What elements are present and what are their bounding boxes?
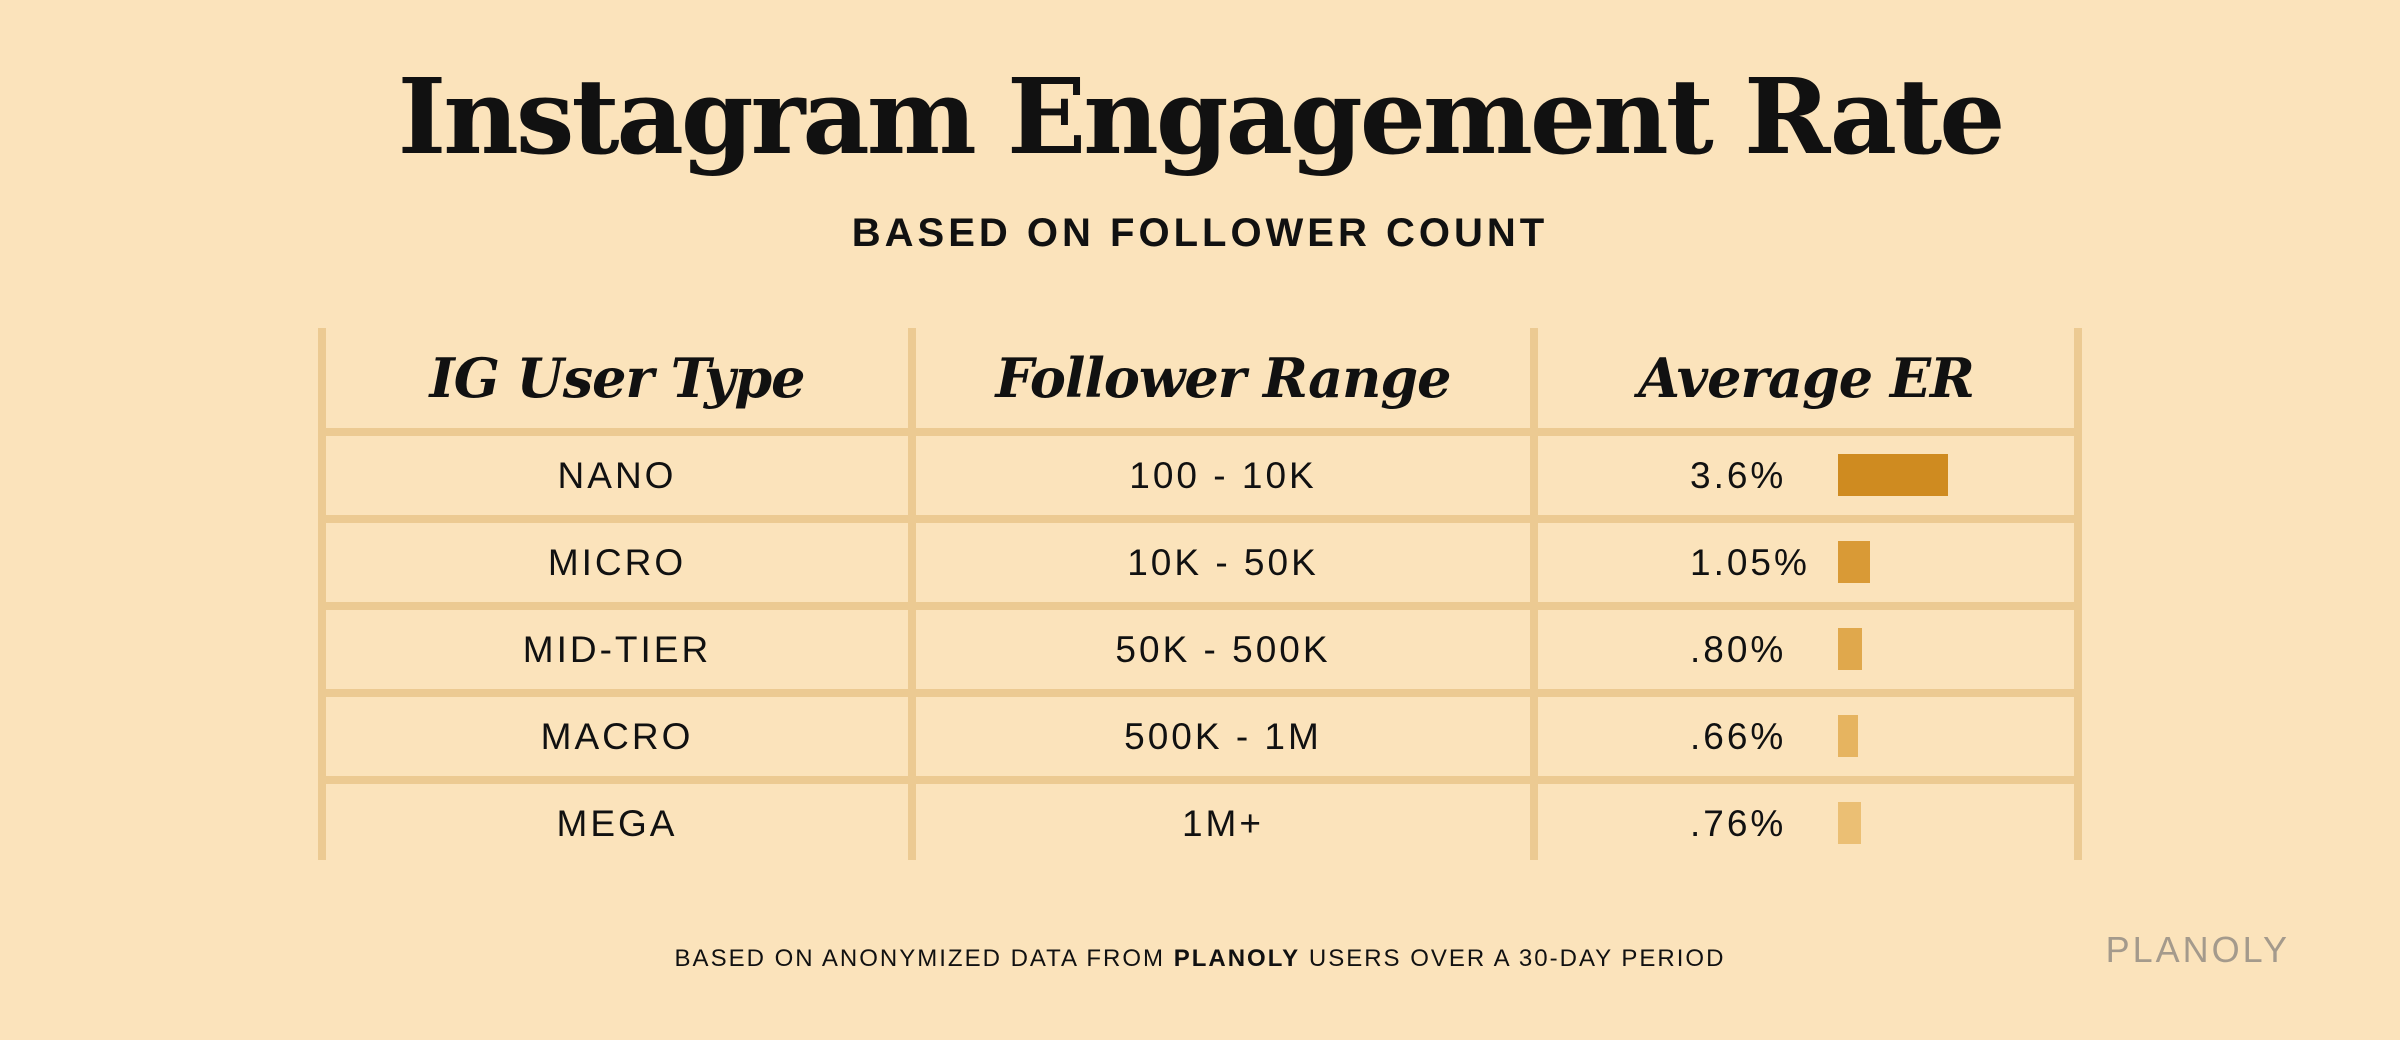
er-bar bbox=[1838, 541, 1870, 583]
column-header-average-er: Average ER bbox=[1638, 346, 1975, 410]
footnote-prefix: BASED ON ANONYMIZED DATA FROM bbox=[674, 945, 1174, 972]
cell-user-type: MID-TIER bbox=[522, 629, 712, 670]
table-border-left bbox=[318, 328, 326, 860]
er-bar bbox=[1838, 802, 1861, 844]
table-border-right bbox=[2074, 328, 2082, 860]
cell-follower-range: 10K - 50K bbox=[1127, 542, 1319, 583]
cell-average-er: 1.05% bbox=[1690, 542, 1810, 583]
row-divider bbox=[318, 428, 2082, 436]
row-divider bbox=[318, 515, 2082, 523]
footnote-brand: PLANOLY bbox=[1173, 945, 1301, 972]
column-header-follower-range: Follower Range bbox=[995, 346, 1451, 410]
engagement-table: IG User Type Follower Range Average ER N… bbox=[318, 328, 2082, 860]
row-divider bbox=[318, 776, 2082, 784]
cell-follower-range: 100 - 10K bbox=[1129, 455, 1317, 496]
cell-user-type: MEGA bbox=[556, 803, 678, 844]
table-divider-2 bbox=[1530, 328, 1538, 860]
footnote: BASED ON ANONYMIZED DATA FROM PLANOLY US… bbox=[0, 942, 2400, 976]
cell-follower-range: 1M+ bbox=[1181, 803, 1264, 844]
row-divider bbox=[318, 602, 2082, 610]
cell-average-er: .80% bbox=[1690, 629, 1787, 670]
footnote-suffix: USERS OVER A 30-DAY PERIOD bbox=[1300, 945, 1726, 972]
column-header-user-type: IG User Type bbox=[429, 346, 805, 410]
row-divider bbox=[318, 689, 2082, 697]
cell-user-type: MACRO bbox=[540, 716, 694, 757]
er-bar bbox=[1838, 715, 1858, 757]
cell-user-type: NANO bbox=[557, 455, 677, 496]
page-subtitle: BASED ON FOLLOWER COUNT bbox=[851, 211, 1549, 255]
cell-follower-range: 50K - 500K bbox=[1115, 629, 1331, 670]
cell-user-type: MICRO bbox=[547, 542, 687, 583]
page-title: Instagram Engagement Rate bbox=[397, 55, 2006, 178]
table-divider-1 bbox=[908, 328, 916, 860]
cell-follower-range: 500K - 1M bbox=[1124, 716, 1322, 757]
cell-average-er: .76% bbox=[1690, 803, 1787, 844]
cell-average-er: 3.6% bbox=[1690, 455, 1787, 496]
er-bar bbox=[1838, 454, 1948, 496]
er-bar bbox=[1838, 628, 1862, 670]
brand-logo: PLANOLY bbox=[2105, 929, 2290, 970]
cell-average-er: .66% bbox=[1690, 716, 1787, 757]
